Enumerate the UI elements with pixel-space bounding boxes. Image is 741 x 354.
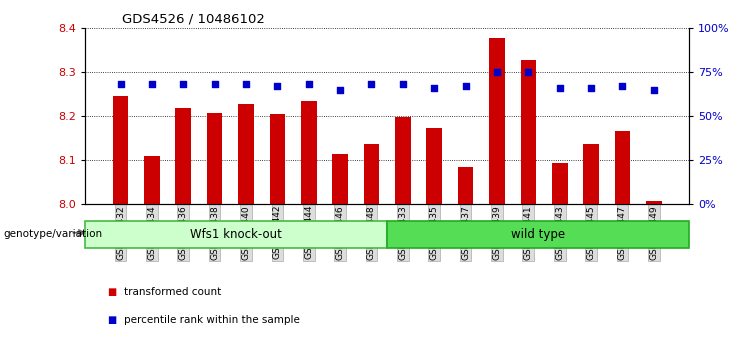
- Bar: [301, 101, 316, 204]
- Point: [554, 85, 565, 91]
- Point: [209, 81, 221, 87]
- Bar: [426, 128, 442, 204]
- Bar: [85, 221, 387, 248]
- Point: [522, 69, 534, 75]
- Point: [115, 81, 127, 87]
- Point: [617, 83, 628, 89]
- Point: [459, 83, 471, 89]
- Text: genotype/variation: genotype/variation: [4, 229, 103, 239]
- Bar: [270, 114, 285, 204]
- Text: Wfs1 knock-out: Wfs1 knock-out: [190, 228, 282, 241]
- Bar: [113, 96, 128, 204]
- Point: [146, 81, 158, 87]
- Bar: [332, 154, 348, 204]
- Bar: [364, 144, 379, 204]
- Bar: [614, 131, 631, 204]
- Bar: [489, 38, 505, 204]
- Text: transformed count: transformed count: [124, 287, 221, 297]
- Point: [303, 81, 315, 87]
- Bar: [520, 60, 536, 204]
- Point: [428, 85, 440, 91]
- Bar: [583, 144, 599, 204]
- Bar: [238, 104, 254, 204]
- Point: [240, 81, 252, 87]
- Text: GDS4526 / 10486102: GDS4526 / 10486102: [122, 12, 265, 25]
- Point: [585, 85, 597, 91]
- Bar: [646, 201, 662, 204]
- Point: [271, 83, 283, 89]
- Text: percentile rank within the sample: percentile rank within the sample: [124, 315, 299, 325]
- Bar: [552, 163, 568, 204]
- Point: [648, 87, 659, 92]
- Text: wild type: wild type: [511, 228, 565, 241]
- Bar: [144, 156, 160, 204]
- Text: ■: ■: [107, 315, 116, 325]
- Point: [365, 81, 377, 87]
- Point: [177, 81, 189, 87]
- Bar: [387, 221, 689, 248]
- Bar: [207, 113, 222, 204]
- Text: ■: ■: [107, 287, 116, 297]
- Point: [334, 87, 346, 92]
- Point: [397, 81, 409, 87]
- Bar: [395, 117, 411, 204]
- Point: [491, 69, 503, 75]
- Bar: [458, 167, 473, 204]
- Bar: [176, 108, 191, 204]
